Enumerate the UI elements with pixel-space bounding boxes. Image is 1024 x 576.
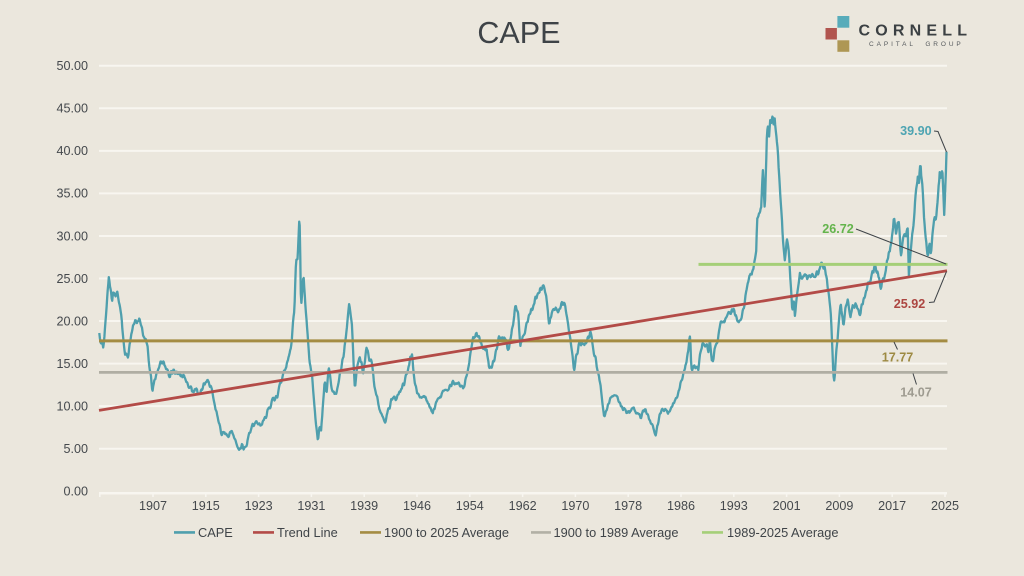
svg-text:1907: 1907 — [139, 499, 167, 513]
svg-text:CORNELL: CORNELL — [859, 23, 973, 40]
svg-text:1986: 1986 — [667, 499, 695, 513]
svg-text:35.00: 35.00 — [56, 187, 88, 201]
svg-text:26.72: 26.72 — [822, 222, 854, 236]
svg-text:1993: 1993 — [720, 499, 748, 513]
svg-text:2025: 2025 — [931, 499, 959, 513]
svg-text:1939: 1939 — [350, 499, 378, 513]
svg-text:CAPE: CAPE — [198, 525, 233, 540]
svg-text:1978: 1978 — [614, 499, 642, 513]
svg-text:1900 to 2025 Average: 1900 to 2025 Average — [384, 525, 509, 540]
svg-text:20.00: 20.00 — [56, 314, 88, 328]
svg-text:1989-2025 Average: 1989-2025 Average — [727, 525, 838, 540]
svg-text:45.00: 45.00 — [56, 102, 88, 116]
svg-text:5.00: 5.00 — [63, 442, 88, 456]
svg-text:25.00: 25.00 — [56, 272, 88, 286]
svg-text:17.77: 17.77 — [882, 351, 914, 365]
svg-text:1900 to 1989 Average: 1900 to 1989 Average — [554, 525, 679, 540]
svg-text:39.90: 39.90 — [900, 124, 932, 138]
svg-text:2017: 2017 — [878, 499, 906, 513]
svg-text:1970: 1970 — [561, 499, 589, 513]
svg-text:15.00: 15.00 — [56, 357, 88, 371]
svg-text:10.00: 10.00 — [56, 399, 88, 413]
svg-text:1931: 1931 — [297, 499, 325, 513]
svg-text:CAPE: CAPE — [477, 16, 560, 50]
svg-text:40.00: 40.00 — [56, 144, 88, 158]
svg-text:1962: 1962 — [509, 499, 537, 513]
svg-text:CAPITAL GROUP: CAPITAL GROUP — [869, 41, 964, 48]
svg-text:14.07: 14.07 — [900, 386, 932, 400]
svg-text:1923: 1923 — [245, 499, 273, 513]
svg-text:30.00: 30.00 — [56, 229, 88, 243]
svg-text:Trend Line: Trend Line — [277, 525, 338, 540]
svg-text:25.92: 25.92 — [894, 297, 926, 311]
svg-text:0.00: 0.00 — [63, 485, 88, 499]
svg-text:1915: 1915 — [192, 499, 220, 513]
svg-text:1946: 1946 — [403, 499, 431, 513]
svg-text:50.00: 50.00 — [56, 59, 88, 73]
svg-text:2009: 2009 — [825, 499, 853, 513]
svg-text:1954: 1954 — [456, 499, 484, 513]
svg-text:2001: 2001 — [773, 499, 801, 513]
